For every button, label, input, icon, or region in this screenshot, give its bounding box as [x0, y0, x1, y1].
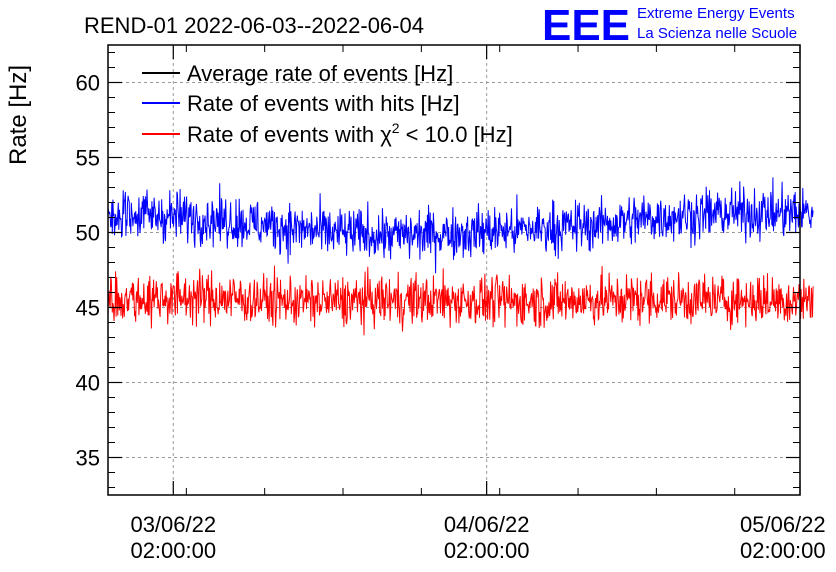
y-tick-label: 55: [76, 146, 100, 171]
logo-line-2: La Scienza nelle Scuole: [637, 25, 797, 42]
y-axis: 35 40 45 50 55 60: [76, 52, 800, 488]
chart-title: REND-01 2022-06-03--2022-06-04: [84, 13, 424, 38]
y-tick-label: 45: [76, 296, 100, 321]
series-layer: [107, 177, 814, 336]
x-tick-label-date: 05/06/22: [740, 512, 826, 537]
legend-chi2-part-2: < 10.0 [Hz]: [400, 122, 513, 147]
legend: Average rate of events [Hz] Rate of even…: [142, 61, 513, 147]
y-tick-label: 40: [76, 371, 100, 396]
x-tick-label-time: 02:00:00: [740, 538, 826, 563]
logo-line-1: Extreme Energy Events: [637, 5, 795, 22]
legend-label-hits: Rate of events with hits [Hz]: [187, 91, 460, 116]
x-tick-label-time: 02:00:00: [444, 538, 530, 563]
y-tick-label: 60: [76, 71, 100, 96]
series-line-hits: [107, 177, 814, 274]
grid-lines: [108, 45, 801, 495]
x-axis: 03/06/2202:00:0004/06/2202:00:0005/06/22…: [130, 45, 826, 563]
legend-label-average: Average rate of events [Hz]: [187, 61, 453, 86]
x-tick-label-date: 04/06/22: [444, 512, 530, 537]
y-tick-label: 50: [76, 221, 100, 246]
plot-frame: [107, 44, 801, 496]
eee-logo: EEE Extreme Energy Events La Scienza nel…: [542, 1, 797, 50]
legend-chi2-superscript: 2: [392, 120, 400, 136]
legend-chi2-part-1: Rate of events with χ: [187, 122, 392, 147]
y-axis-label: Rate [Hz]: [5, 65, 32, 165]
series-line-chi2: [107, 265, 814, 336]
x-tick-label-date: 03/06/22: [130, 512, 216, 537]
x-tick-label-time: 02:00:00: [130, 538, 216, 563]
y-tick-label: 35: [76, 446, 100, 471]
logo-mark: EEE: [542, 1, 630, 50]
legend-label-chi2: Rate of events with χ2 < 10.0 [Hz]: [187, 120, 513, 147]
